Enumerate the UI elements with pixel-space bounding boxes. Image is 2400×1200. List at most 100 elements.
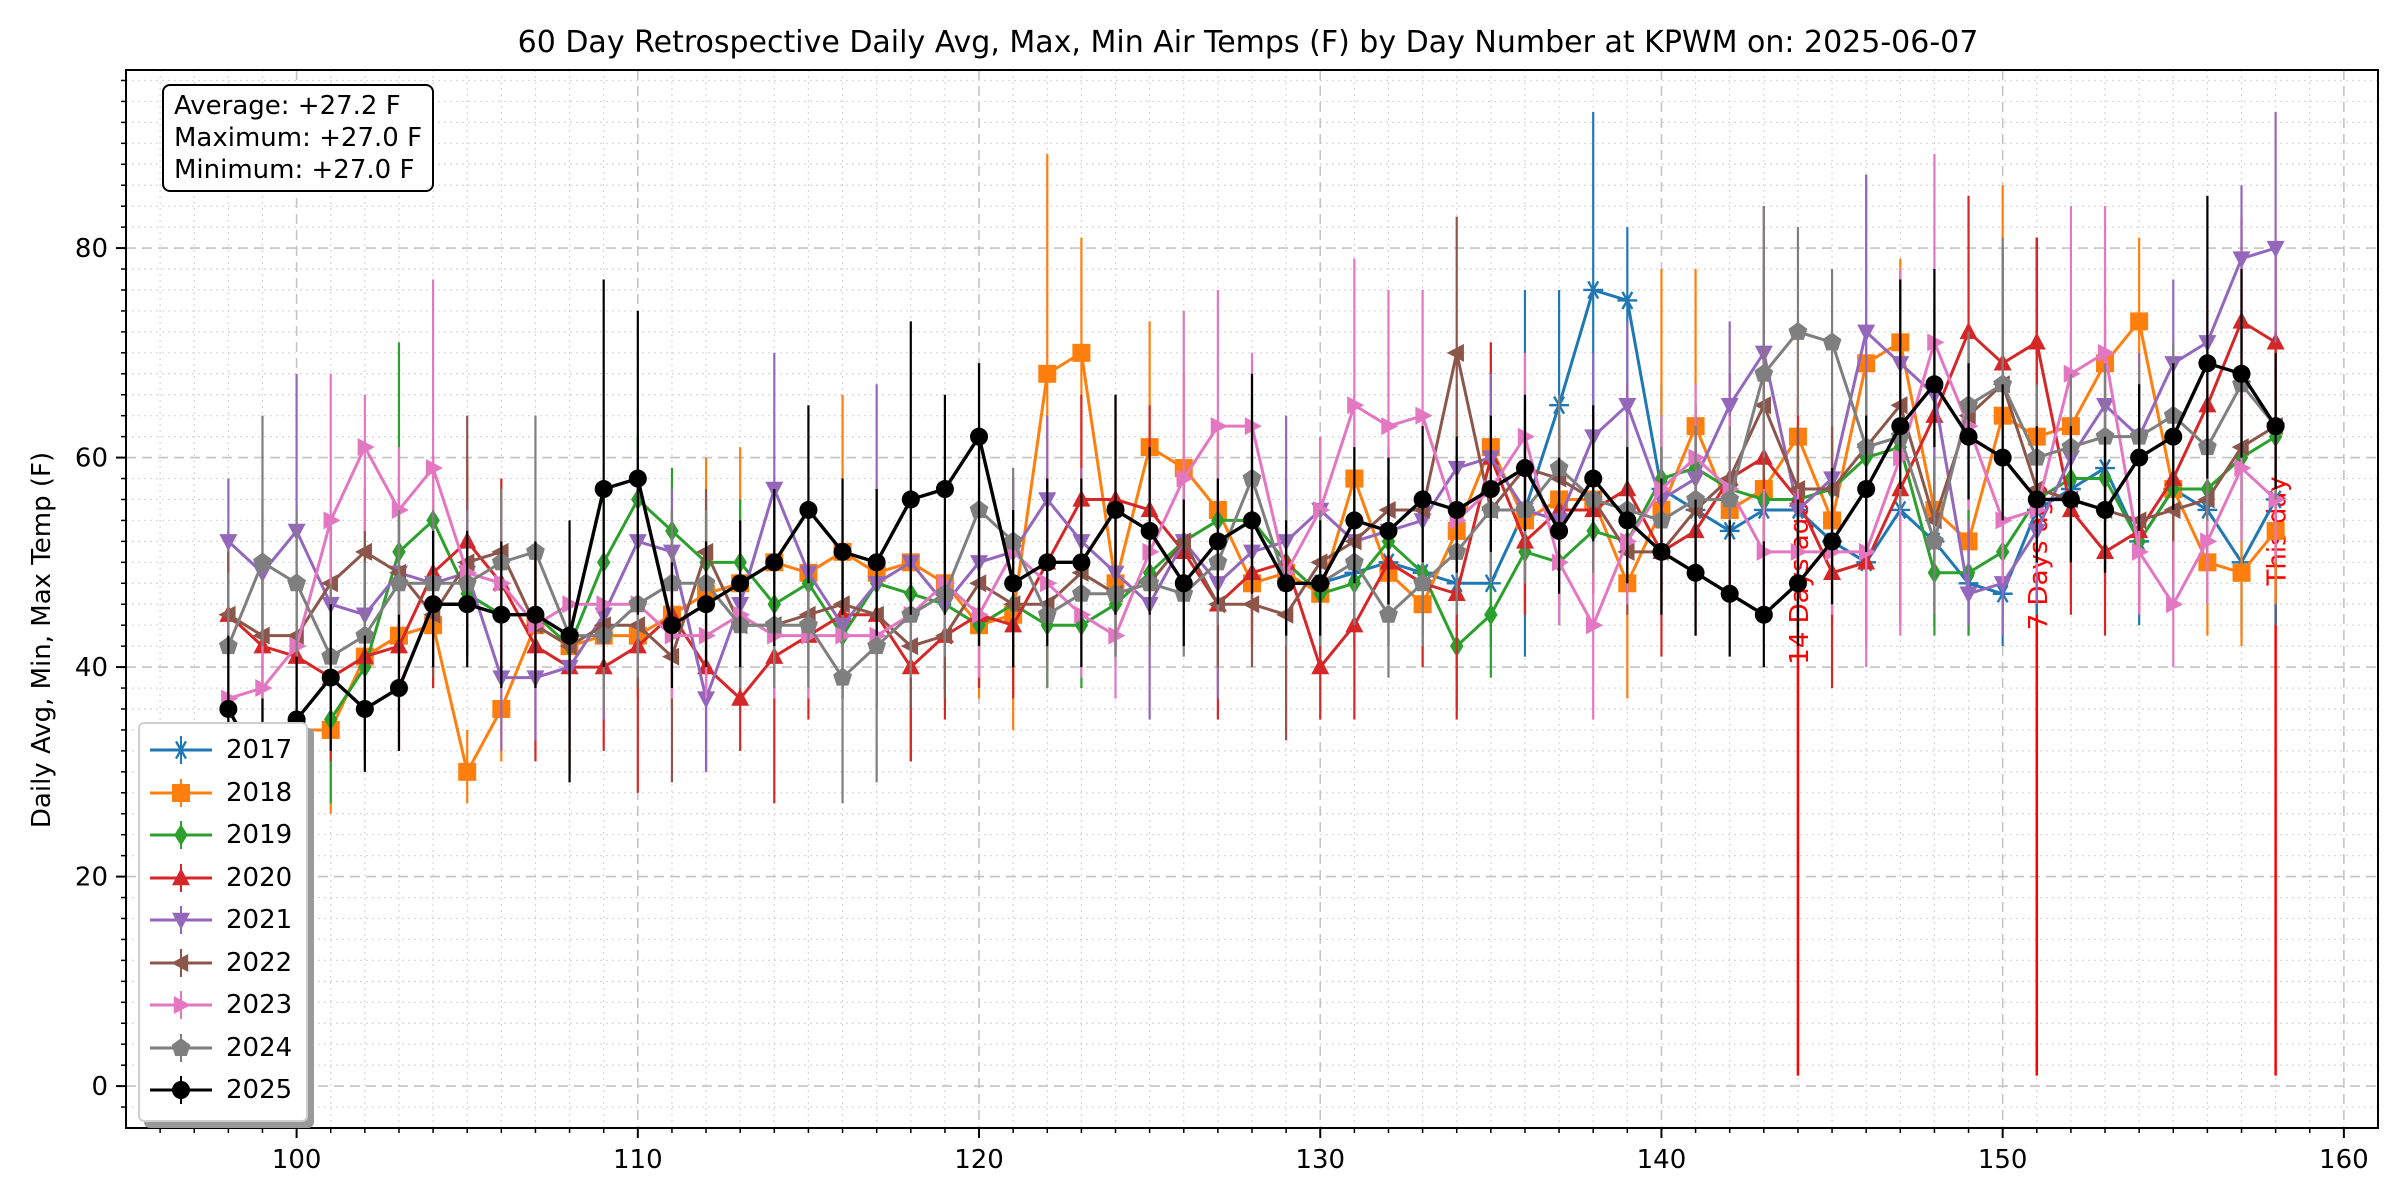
data-point <box>1583 280 1604 300</box>
data-point <box>1276 605 1294 624</box>
data-point <box>560 626 579 645</box>
data-point <box>1720 398 1739 416</box>
legend-item: 2025 <box>148 1070 292 1110</box>
data-point <box>969 574 987 593</box>
stats-minimum: Minimum: +27.0 F <box>174 155 415 185</box>
data-point <box>1446 343 1464 362</box>
data-point <box>171 953 189 972</box>
data-point <box>596 595 614 614</box>
data-point <box>799 500 818 519</box>
legend-swatch <box>150 991 212 1019</box>
data-point <box>835 626 853 645</box>
data-point <box>1379 521 1398 540</box>
legend-item: 2018 <box>148 773 292 813</box>
y-axis-label: Daily Avg, Min, Max Temp (F) <box>27 452 57 828</box>
x-tick-label: 130 <box>1295 1145 1345 1175</box>
data-point <box>1484 603 1498 626</box>
data-point <box>628 469 647 488</box>
data-point <box>1176 469 1194 488</box>
data-point <box>627 616 646 635</box>
data-point <box>1447 500 1466 519</box>
legend-swatch <box>150 1076 212 1104</box>
data-point <box>867 636 887 655</box>
data-point <box>832 595 850 614</box>
data-point <box>662 647 680 666</box>
y-tick-label: 20 <box>75 863 108 893</box>
data-point <box>799 615 818 634</box>
x-tick-label: 150 <box>1978 1145 2028 1175</box>
data-point <box>1753 396 1772 415</box>
data-point <box>1654 480 1672 499</box>
data-point <box>1652 542 1671 561</box>
data-point <box>1959 427 1978 446</box>
data-point <box>354 542 373 561</box>
data-point <box>1993 374 2013 393</box>
legend-item: 2020 <box>148 858 292 898</box>
data-point <box>389 679 408 698</box>
data-point <box>1208 532 1227 551</box>
data-point <box>1311 657 1330 675</box>
chart-title: 60 Day Retrospective Daily Avg, Max, Min… <box>518 25 1979 60</box>
data-point <box>1515 459 1534 478</box>
data-point <box>2232 364 2251 383</box>
data-point <box>2197 490 2215 509</box>
data-point <box>1313 500 1331 519</box>
data-point <box>1686 489 1705 508</box>
data-point <box>1381 417 1399 436</box>
data-point <box>1174 574 1193 593</box>
data-point <box>1004 574 1023 593</box>
series-2019 <box>323 342 2283 804</box>
data-point <box>833 667 852 686</box>
data-point <box>2266 417 2285 436</box>
legend-item: 2023 <box>148 985 292 1025</box>
data-point <box>901 490 920 509</box>
data-point <box>2198 354 2217 373</box>
data-point <box>321 668 340 687</box>
data-point <box>935 626 953 645</box>
data-point <box>172 912 190 930</box>
data-point <box>1754 363 1774 382</box>
data-point <box>2231 438 2249 457</box>
data-point <box>424 595 443 614</box>
data-point <box>174 824 188 846</box>
data-point <box>1754 605 1773 624</box>
data-point <box>357 438 375 457</box>
data-point <box>2234 459 2252 478</box>
data-point <box>1142 542 1160 561</box>
data-point <box>2232 251 2251 269</box>
stats-average: Average: +27.2 F <box>174 91 401 121</box>
data-point <box>1618 398 1637 416</box>
legend-swatch <box>150 821 212 849</box>
data-point <box>1345 511 1364 530</box>
data-point <box>1788 321 1808 340</box>
data-point <box>1551 553 1569 572</box>
data-point <box>2063 364 2081 383</box>
data-point <box>1106 500 1125 519</box>
data-point <box>1378 500 1396 519</box>
data-point <box>171 1037 191 1056</box>
data-point <box>2200 532 2218 551</box>
data-point <box>457 553 475 572</box>
legend-swatch <box>150 778 212 807</box>
data-point <box>1688 448 1706 467</box>
data-point <box>172 1081 190 1099</box>
legend-label: 2017 <box>226 735 293 765</box>
data-point <box>1959 321 1978 340</box>
data-point <box>900 637 918 656</box>
legend-label: 2019 <box>226 820 293 850</box>
legend-label: 2021 <box>226 905 293 935</box>
data-point <box>2163 500 2181 519</box>
data-point <box>2027 490 2046 509</box>
data-point <box>1210 417 1228 436</box>
x-tick-label: 160 <box>2319 1145 2369 1175</box>
data-point <box>1857 324 1876 342</box>
data-point <box>389 573 409 592</box>
stats-maximum: Maximum: +27.0 F <box>174 123 423 153</box>
data-point <box>172 783 190 802</box>
data-point <box>1893 448 1911 467</box>
x-tick-label: 120 <box>954 1145 1004 1175</box>
legend-item: 2024 <box>148 1028 292 1068</box>
data-point <box>2027 332 2046 350</box>
data-point <box>1686 563 1705 582</box>
